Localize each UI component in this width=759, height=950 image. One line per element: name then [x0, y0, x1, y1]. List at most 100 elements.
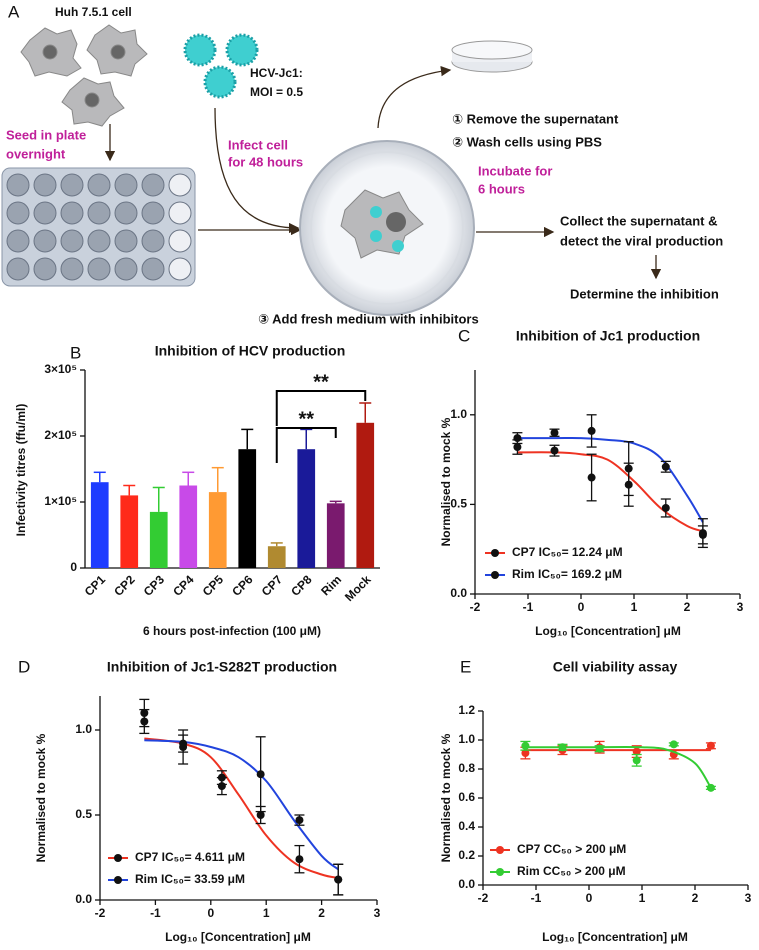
- y-tick-label: 1.0: [458, 732, 475, 746]
- y-tick-label: 0.0: [458, 877, 475, 891]
- well: [141, 173, 165, 197]
- infect-text: for 48 hours: [228, 154, 303, 169]
- well: [33, 257, 57, 281]
- panel-letter: B: [70, 343, 81, 362]
- bar: [90, 482, 109, 568]
- data-point: [595, 744, 604, 753]
- panel-letter: E: [460, 657, 471, 676]
- y-tick-label: 0.2: [458, 848, 475, 862]
- data-point: [521, 741, 530, 750]
- x-tick-label: 1: [631, 600, 638, 614]
- significance-label: **: [298, 408, 314, 430]
- incubate-text: 6 hours: [478, 181, 525, 196]
- legend-marker: [496, 846, 504, 854]
- data-point: [550, 428, 559, 437]
- significance-bracket: [275, 390, 367, 426]
- x-axis-label: Log₁₀ [Concentration] μM: [165, 930, 311, 944]
- well: [6, 201, 30, 225]
- step-text: ② Wash cells using PBS: [452, 134, 602, 149]
- y-tick-label: 1.0: [450, 407, 467, 421]
- well: [33, 173, 57, 197]
- data-point: [624, 464, 633, 473]
- chart-title: Inhibition of Jc1 production: [516, 328, 700, 344]
- data-point: [661, 462, 670, 471]
- well: [114, 201, 138, 225]
- y-tick-label: 0: [70, 560, 77, 574]
- data-point: [669, 740, 678, 749]
- data-point: [217, 773, 226, 782]
- well: [60, 257, 84, 281]
- x-tick-label: CP7: [259, 572, 286, 599]
- seed-text: Seed in plate: [6, 127, 86, 142]
- data-point: [698, 529, 707, 538]
- bar: [326, 503, 345, 568]
- x-tick-label: 0: [578, 600, 585, 614]
- arrow: [214, 107, 300, 234]
- y-tick-label: 2×10⁵: [44, 428, 77, 442]
- chart-title: Inhibition of Jc1-S282T production: [107, 659, 337, 675]
- data-point: [632, 747, 641, 756]
- data-point: [256, 811, 265, 819]
- step-text: ① Remove the supernatant: [452, 111, 619, 126]
- bar: [297, 449, 316, 568]
- y-tick-label: 1.2: [458, 703, 475, 717]
- step-text: ③ Add fresh medium with inhibitors: [258, 311, 479, 326]
- y-tick-label: 3×10⁵: [44, 362, 77, 376]
- well: [33, 201, 57, 225]
- well: [168, 201, 192, 225]
- data-point: [334, 875, 343, 884]
- well: [87, 173, 111, 197]
- legend-marker: [114, 876, 122, 884]
- x-tick-label: 2: [692, 891, 699, 905]
- data-point: [521, 749, 530, 758]
- x-tick-label: 0: [207, 906, 214, 920]
- x-tick-label: 2: [318, 906, 325, 920]
- x-axis-label: Log₁₀ [Concentration] μM: [542, 930, 688, 944]
- step-text: Collect the supernatant &: [560, 213, 717, 228]
- x-tick-label: CP4: [170, 572, 197, 599]
- well: [114, 229, 138, 253]
- legend-marker: [491, 549, 499, 557]
- data-point: [140, 717, 149, 726]
- step-text: detect the viral production: [560, 233, 723, 248]
- panel-a: A Huh 7.5.1 cell HCV-Jc1: MOI = 0.5 Seed…: [1, 2, 723, 326]
- legend-marker: [114, 854, 122, 862]
- panel-letter: A: [8, 2, 20, 21]
- bar: [208, 492, 227, 568]
- legend-label: Rim IC₅₀= 33.59 μM: [135, 872, 245, 886]
- arrow: [377, 65, 452, 129]
- x-tick-label: -1: [150, 906, 161, 920]
- x-axis-label: Log₁₀ [Concentration] μM: [535, 624, 681, 638]
- incubate-text: Incubate for: [478, 163, 552, 178]
- y-axis-label: Normalised to mock %: [439, 733, 453, 862]
- plate: [1, 167, 196, 287]
- seed-text: overnight: [6, 146, 66, 161]
- x-tick-label: 1: [639, 891, 646, 905]
- y-tick-label: 0.5: [450, 497, 467, 511]
- infect-text: Infect cell: [228, 137, 288, 152]
- y-tick-label: 0.0: [450, 586, 467, 600]
- well: [168, 257, 192, 281]
- x-axis-label: 6 hours post-infection (100 μM): [143, 624, 321, 638]
- x-tick-label: -1: [531, 891, 542, 905]
- fit-curve: [517, 436, 704, 523]
- x-tick-label: Mock: [342, 572, 374, 604]
- well: [60, 201, 84, 225]
- y-tick-label: 0.4: [458, 819, 475, 833]
- x-tick-label: Rim: [318, 572, 344, 598]
- chart-title: Inhibition of HCV production: [155, 343, 346, 359]
- y-tick-label: 0.0: [75, 892, 92, 906]
- bar: [149, 511, 168, 568]
- small-dish: [451, 40, 533, 73]
- legend-label: CP7 IC₅₀= 4.611 μM: [135, 850, 245, 864]
- bar: [179, 485, 198, 568]
- y-axis-label: Normalised to mock %: [34, 733, 48, 862]
- fit-curve: [517, 451, 704, 533]
- data-point: [179, 739, 188, 748]
- x-tick-label: CP6: [229, 572, 256, 599]
- data-point: [706, 783, 715, 792]
- x-tick-label: 2: [684, 600, 691, 614]
- well: [60, 173, 84, 197]
- x-tick-label: -2: [470, 600, 481, 614]
- x-tick-label: 3: [374, 906, 381, 920]
